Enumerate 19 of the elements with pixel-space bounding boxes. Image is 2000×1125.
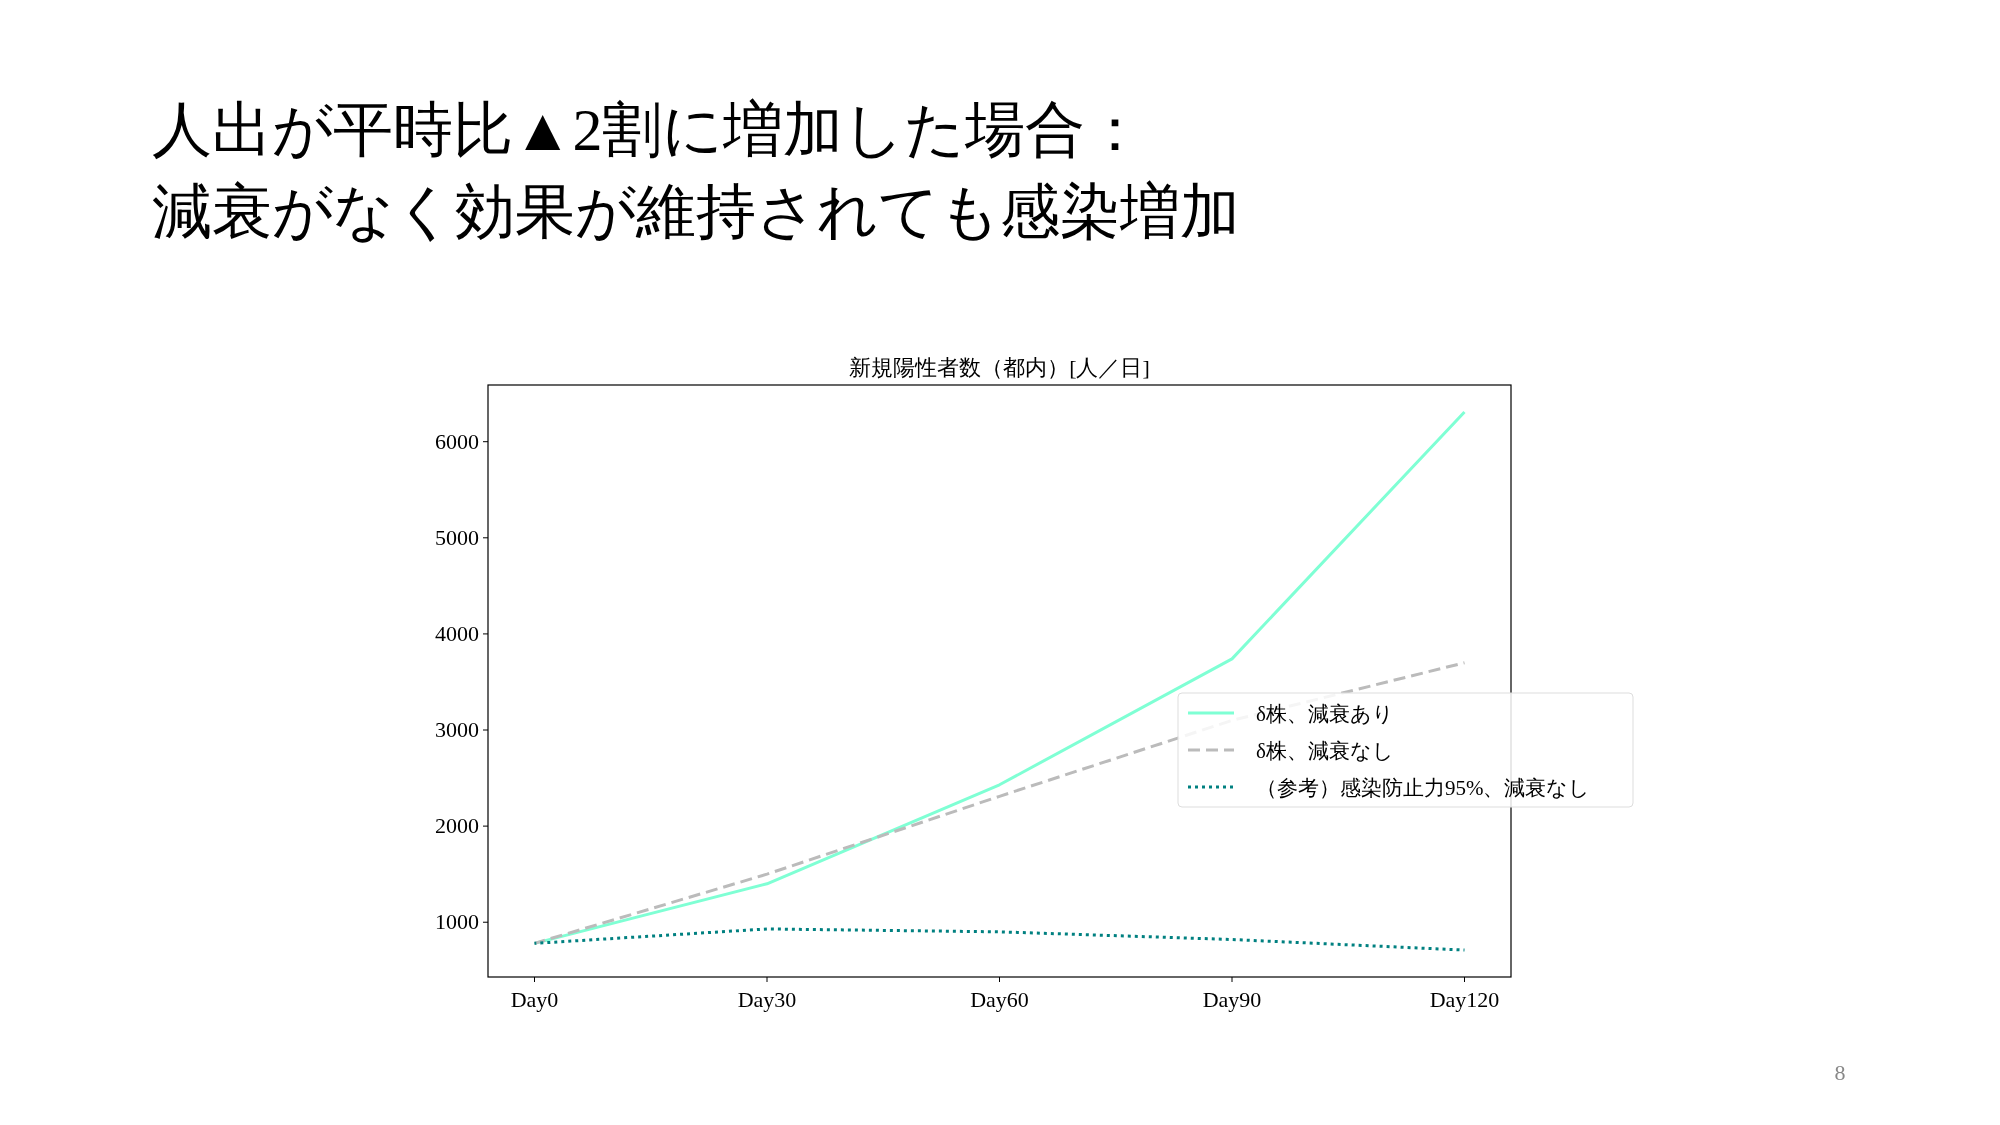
y-tick-label: 5000: [435, 524, 479, 550]
legend-label: δ株、減衰あり: [1256, 702, 1394, 726]
y-tick-label: 6000: [435, 428, 479, 454]
x-tick-label: Day0: [510, 987, 559, 1012]
x-tick-label: Day90: [1202, 987, 1262, 1012]
chart-subtitle: 減衰がなく効果が維持されても感染増加: [152, 179, 1240, 245]
text: 新規陽性者数（都内）[人／日]: [849, 355, 1150, 380]
text: 8: [1834, 1060, 1846, 1085]
x-tick-label: Day120: [1429, 987, 1500, 1012]
x-tick-label: Day60: [970, 987, 1029, 1012]
y-tick-label: 4000: [435, 620, 479, 646]
y-tick-label: 3000: [435, 717, 479, 743]
y-tick-label: 2000: [435, 813, 479, 839]
legend-label: （参考）感染防止力95%、減衰なし: [1256, 776, 1591, 800]
x-tick-label: Day30: [737, 987, 797, 1012]
chart-title: 人出が平時比▲2割に増加した場合：: [152, 97, 1146, 163]
legend-label: δ株、減衰なし: [1256, 739, 1394, 763]
y-tick-label: 1000: [435, 909, 479, 935]
line-series: [533, 927, 1466, 952]
